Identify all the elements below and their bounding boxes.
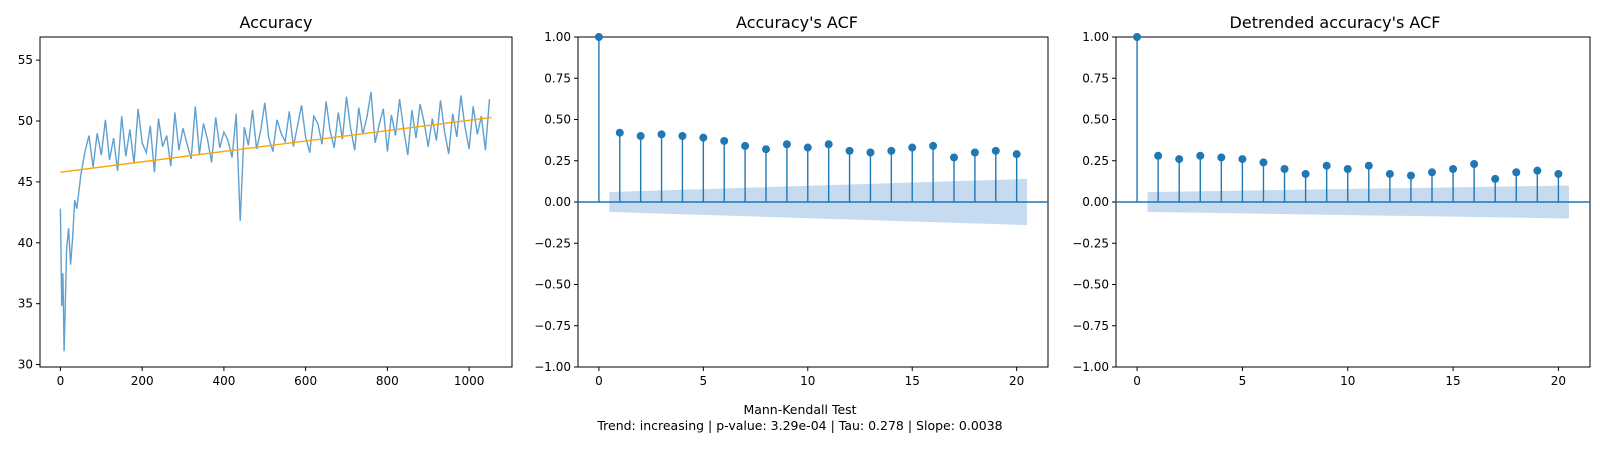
x-tick-label: 15 [1445, 374, 1460, 388]
acf-point [950, 153, 958, 162]
acf-point [1385, 169, 1394, 178]
acf-point [1301, 169, 1310, 178]
x-tick-label: 20 [1551, 374, 1566, 388]
acf-point [782, 140, 791, 149]
x-tick-label: 0 [57, 374, 65, 388]
acf-point [1196, 151, 1205, 160]
plot-area [39, 36, 513, 368]
chart-title: Accuracy's ACF [736, 13, 858, 32]
x-tick-label: 600 [294, 374, 317, 388]
acf-point [1512, 168, 1521, 177]
x-tick-label: 5 [700, 374, 708, 388]
y-tick-label: 50 [18, 114, 33, 128]
acf-point [1238, 155, 1247, 164]
x-tick-label: 5 [1239, 374, 1247, 388]
chart-title: Detrended accuracy's ACF [1230, 13, 1441, 32]
acf-point [699, 133, 708, 142]
y-tick-label: 0.25 [544, 154, 571, 168]
acf-point [636, 132, 645, 140]
y-tick-label: 0.75 [544, 71, 571, 85]
acf-point [1470, 160, 1479, 169]
acf-point [1133, 33, 1142, 41]
acf-point [1217, 153, 1226, 162]
y-tick-label: 0.50 [1082, 113, 1109, 127]
acf-point [1322, 161, 1331, 170]
accuracy-line-chart: Accuracy 0 200 400 600 800 1000 30 35 40 45 50 55 [18, 13, 513, 388]
x-tick-label: 200 [131, 374, 154, 388]
x-tick-label: 15 [905, 374, 920, 388]
y-tick-label: −0.75 [534, 319, 571, 333]
x-tick-label: 10 [1340, 374, 1355, 388]
y-tick-label: −0.50 [534, 278, 571, 292]
acf-point [657, 130, 666, 139]
acf-point [594, 33, 603, 41]
acf-point [991, 146, 1000, 155]
acf-point [866, 148, 875, 157]
trend-line [60, 116, 492, 173]
acf-point [845, 146, 854, 155]
test-name: Mann-Kendall Test [743, 402, 856, 417]
acf-point [678, 132, 687, 140]
y-tick-label: −1.00 [1072, 360, 1109, 374]
y-tick-label: 40 [18, 236, 33, 250]
acf-point [1012, 150, 1021, 159]
acf-point [741, 141, 750, 150]
x-tick-label: 400 [212, 374, 235, 388]
y-tick-label: 0.00 [1082, 195, 1109, 209]
y-tick-label: 0.75 [1082, 71, 1109, 85]
y-tick-label: 55 [18, 53, 33, 67]
y-tick-label: −0.25 [534, 236, 571, 250]
y-tick-label: 0.00 [544, 195, 571, 209]
x-tick-label: 0 [1133, 374, 1141, 388]
y-tick-label: −1.00 [534, 360, 571, 374]
acf-point [1343, 165, 1352, 173]
y-tick-label: 35 [18, 297, 33, 311]
x-tick-label: 10 [800, 374, 815, 388]
y-tick-label: 1.00 [544, 30, 571, 44]
detrended-acf-stem-chart: Detrended accuracy's ACF 0 5 10 15 20 −1.00 −0… [1072, 13, 1591, 388]
acf-point [1554, 169, 1563, 178]
acf-point [1449, 165, 1458, 173]
acf-point [970, 148, 979, 157]
x-tick-label: 800 [376, 374, 399, 388]
acf-point [762, 145, 770, 154]
chart-title: Accuracy [239, 13, 312, 32]
accuracy-series-line [59, 91, 491, 352]
y-tick-label: −0.75 [1072, 319, 1109, 333]
acf-point [1491, 174, 1500, 183]
acf-point [1175, 155, 1184, 164]
x-tick-label: 20 [1009, 374, 1024, 388]
acf-point [1533, 166, 1542, 175]
acf-point [929, 141, 938, 150]
acf-point [1154, 151, 1163, 160]
acf-stem-chart: Accuracy's ACF 0 5 10 15 20 −1.00 −0.75 −0.50 −0… [534, 13, 1049, 388]
acf-point [1406, 171, 1415, 180]
acf-point [615, 128, 624, 137]
acf-point [824, 140, 833, 149]
acf-point [1364, 161, 1373, 170]
acf-point [803, 143, 812, 152]
test-results: Trend: increasing | p-value: 3.29e-04 | … [596, 418, 1002, 433]
acf-point [1280, 165, 1289, 173]
acf-point [720, 136, 729, 145]
y-tick-label: 0.25 [1082, 154, 1109, 168]
x-tick-label: 0 [595, 374, 603, 388]
y-tick-label: 30 [18, 358, 33, 372]
y-tick-label: −0.50 [1072, 278, 1109, 292]
y-tick-label: 45 [18, 175, 33, 189]
y-tick-label: 0.50 [544, 113, 571, 127]
acf-point [1259, 158, 1268, 167]
acf-point [887, 146, 896, 155]
acf-point [908, 143, 917, 152]
y-tick-label: −0.25 [1072, 236, 1109, 250]
x-tick-label: 1000 [454, 374, 485, 388]
y-tick-label: 1.00 [1082, 30, 1109, 44]
acf-point [1428, 168, 1436, 177]
